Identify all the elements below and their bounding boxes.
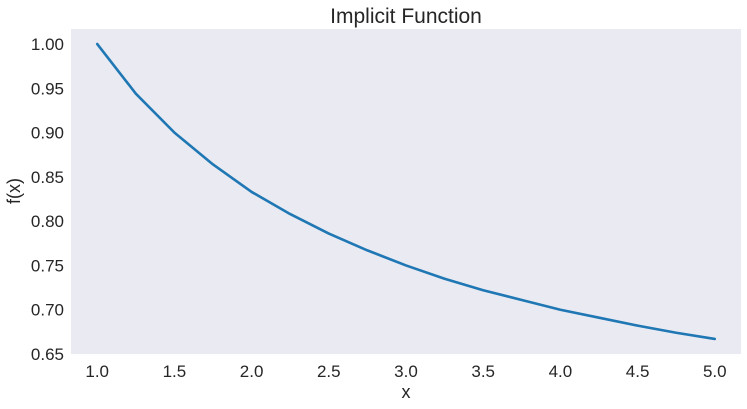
x-axis-label: x xyxy=(402,382,411,402)
y-tick-label: 0.75 xyxy=(31,256,64,275)
y-tick-label: 0.95 xyxy=(31,79,64,98)
y-tick-label: 0.65 xyxy=(31,345,64,364)
x-tick-label: 5.0 xyxy=(703,362,727,381)
x-tick-label: 4.5 xyxy=(626,362,650,381)
plot-background xyxy=(71,29,741,354)
y-tick-label: 0.85 xyxy=(31,168,64,187)
y-axis-label: f(x) xyxy=(4,178,24,204)
x-tick-label: 1.0 xyxy=(85,362,109,381)
y-tick-label: 0.80 xyxy=(31,212,64,231)
y-axis-ticks: 0.65 0.70 0.75 0.80 0.85 0.90 0.95 1.00 xyxy=(31,35,64,364)
x-tick-label: 3.5 xyxy=(471,362,495,381)
x-axis-ticks: 1.0 1.5 2.0 2.5 3.0 3.5 4.0 4.5 5.0 xyxy=(85,362,726,381)
y-tick-label: 0.70 xyxy=(31,301,64,320)
chart-title: Implicit Function xyxy=(330,5,482,28)
x-tick-label: 1.5 xyxy=(163,362,187,381)
series-layer xyxy=(95,42,717,341)
y-tick-label: 1.00 xyxy=(31,35,64,54)
x-tick-label: 4.0 xyxy=(549,362,573,381)
series-line xyxy=(95,42,717,341)
x-tick-label: 2.0 xyxy=(240,362,264,381)
x-tick-label: 3.0 xyxy=(394,362,418,381)
y-tick-label: 0.90 xyxy=(31,124,64,143)
x-tick-label: 2.5 xyxy=(317,362,341,381)
